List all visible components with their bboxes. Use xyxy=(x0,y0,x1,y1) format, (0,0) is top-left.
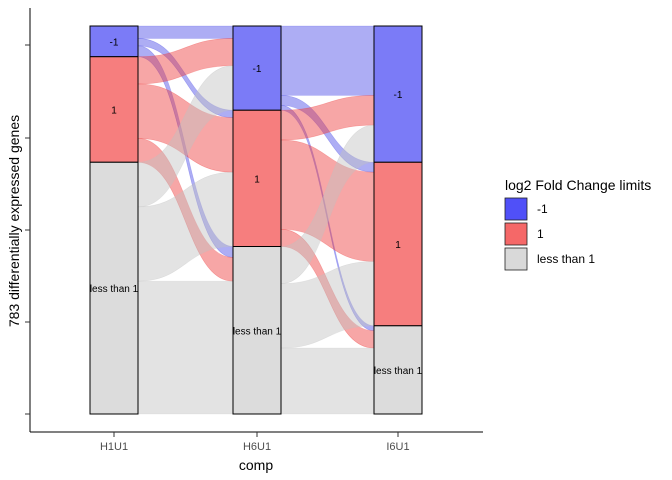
stratum-H6U1-1 xyxy=(232,109,282,248)
stratum-H1U1-less than 1 xyxy=(89,161,139,415)
stratum-label-H6U1-1: 1 xyxy=(254,174,260,185)
legend-label-2: less than 1 xyxy=(537,252,595,266)
x-ticks: H1U1 H6U1 I6U1 xyxy=(100,432,410,453)
stratum-label-I6U1--1: -1 xyxy=(394,90,403,101)
stratum-H6U1-less than 1 xyxy=(232,246,282,415)
stratum-label-H1U1--1: -1 xyxy=(110,37,119,48)
legend-key-2 xyxy=(504,247,528,271)
x-tick-label-H6U1: H6U1 xyxy=(243,441,271,453)
x-axis-title: comp xyxy=(239,457,273,473)
stratum-I6U1-1 xyxy=(373,161,423,327)
legend-title: log2 Fold Change limits xyxy=(505,177,651,193)
stratum-H6U1--1 xyxy=(232,25,282,111)
y-axis-title: 783 differentially expressed genes xyxy=(6,115,22,327)
stratum-I6U1--1 xyxy=(373,25,423,163)
stratum-I6U1-less than 1 xyxy=(373,325,423,415)
strata: -1 1 less than 1 -1 1 less than 1 -1 1 less than… xyxy=(89,25,423,415)
stratum-label-H1U1-less than 1: less than 1 xyxy=(90,284,139,295)
stratum-H1U1-1 xyxy=(89,56,139,163)
legend-key-0 xyxy=(504,197,528,221)
flow-0-8 xyxy=(137,280,234,415)
stratum-label-I6U1-1: 1 xyxy=(395,240,401,251)
legend: log2 Fold Change limits -1 1 less than 1 xyxy=(504,177,651,271)
flow-1-8 xyxy=(280,347,375,415)
stratum-label-I6U1-less than 1: less than 1 xyxy=(374,366,423,377)
stratum-label-H1U1-1: 1 xyxy=(111,105,117,116)
legend-label-0: -1 xyxy=(537,202,548,216)
x-tick-label-I6U1: I6U1 xyxy=(386,441,409,453)
flow-0-0 xyxy=(137,25,234,39)
stratum-label-H6U1--1: -1 xyxy=(253,64,262,75)
y-ticks xyxy=(25,44,30,415)
stratum-label-H6U1-less than 1: less than 1 xyxy=(233,326,282,337)
flow-1-0 xyxy=(280,25,375,96)
x-tick-label-H1U1: H1U1 xyxy=(100,441,128,453)
legend-label-1: 1 xyxy=(537,227,544,241)
legend-key-1 xyxy=(504,222,528,246)
